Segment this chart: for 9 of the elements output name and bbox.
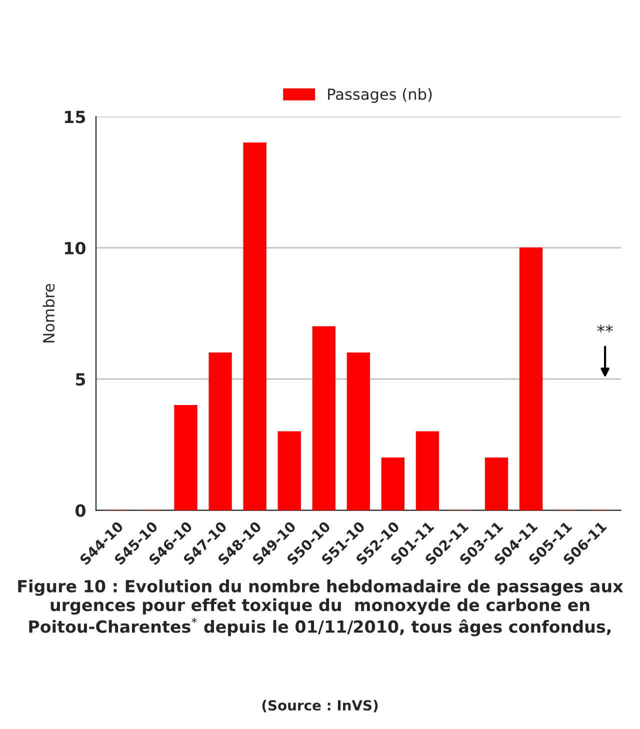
- y-tick-label: 10: [64, 242, 86, 254]
- caption: Figure 10 : Evolution du nombre hebdomadaire de passages aux urgences pour effet toxique du monoxyde de carbone en Poitou-Charentes$^{*}$ depuis le 01/11/2010, tous âges confondus,: [18, 580, 624, 636]
- y-tick-label: 0: [75, 504, 86, 517]
- annotation: **: [597, 324, 613, 332]
- text: (Source : InVS): [262, 700, 378, 712]
- y-tick-label: 15: [64, 110, 86, 124]
- legend-label: Passages (nb): [328, 88, 432, 103]
- y-tick-label: 5: [76, 373, 86, 386]
- y-axis-title: Nombre: [42, 284, 55, 342]
